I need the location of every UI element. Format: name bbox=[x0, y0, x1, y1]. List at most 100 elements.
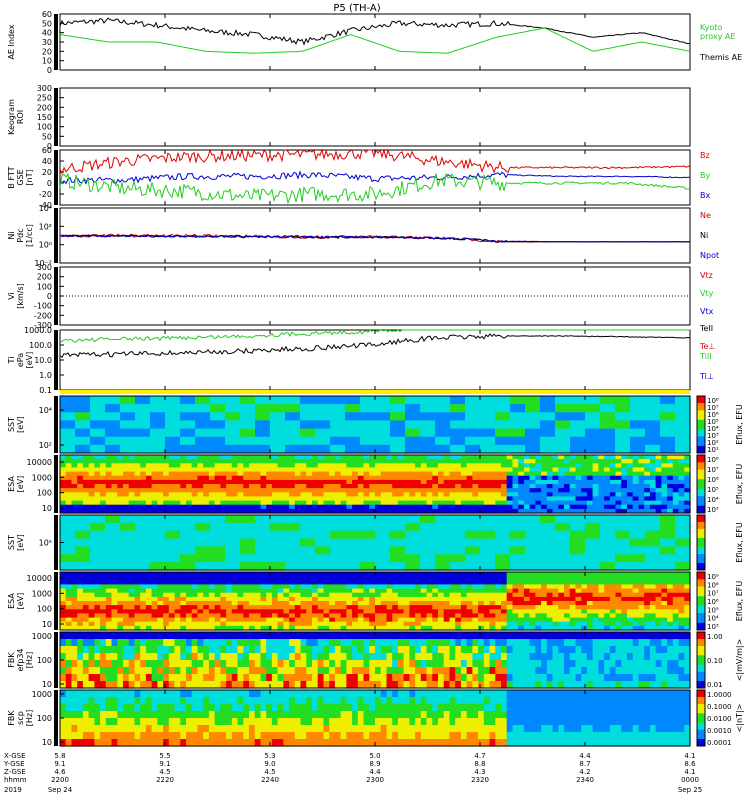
esa-ion-cell bbox=[88, 459, 95, 464]
esa-electron-cell bbox=[460, 572, 468, 577]
esa-ion-cell bbox=[123, 467, 130, 473]
sst-electron-cell bbox=[540, 554, 556, 563]
esa-electron-cell bbox=[615, 576, 622, 581]
esa-electron-cell bbox=[346, 588, 353, 594]
esa-ion-cell bbox=[684, 463, 691, 468]
esa-ion-cell bbox=[380, 475, 387, 481]
esa-ion-cell bbox=[346, 496, 353, 502]
esa-electron-cell bbox=[678, 576, 685, 581]
fbk-e-cell bbox=[569, 639, 576, 647]
esa-ion-cell bbox=[243, 455, 250, 460]
fbk-e-cell bbox=[667, 674, 674, 682]
esa-electron-cell bbox=[649, 601, 657, 606]
esa-ion-cell bbox=[312, 496, 319, 502]
sst-ion-colorbar-cell bbox=[697, 405, 705, 409]
esa-electron-cell bbox=[94, 621, 101, 627]
esa-electron-colorbar-cell bbox=[697, 584, 705, 587]
esa-electron-cell bbox=[60, 625, 67, 631]
fbk-e-cell bbox=[575, 681, 582, 689]
sst-ion-cell bbox=[255, 428, 271, 438]
esa-ion-cell bbox=[289, 455, 296, 460]
roi-ytick-label: 200 bbox=[37, 103, 52, 112]
esa-ion-cell bbox=[94, 455, 101, 460]
esa-electron-cell bbox=[123, 584, 130, 590]
esa-ion-cell bbox=[575, 467, 582, 473]
esa-electron-cell bbox=[191, 576, 198, 581]
esa-electron-cell bbox=[289, 601, 296, 606]
esa-ion-cell bbox=[558, 504, 565, 510]
esa-electron-cell bbox=[237, 592, 244, 598]
esa-electron-colorbar bbox=[697, 572, 705, 631]
esa-ion-cell bbox=[380, 488, 387, 493]
sst-electron-colorbar-cell bbox=[697, 531, 705, 534]
esa-electron-cell bbox=[369, 572, 376, 577]
esa-electron-cell bbox=[495, 576, 502, 581]
esa-electron-cell bbox=[82, 617, 90, 623]
esa-electron-cell bbox=[88, 625, 95, 631]
fbk-e-cell bbox=[94, 681, 101, 689]
esa-ion-cell bbox=[334, 488, 342, 493]
esa-ion-cell bbox=[94, 475, 101, 481]
fbk-e-cell bbox=[306, 681, 313, 689]
fbk-e-cell bbox=[334, 632, 342, 640]
esa-ion-cell bbox=[123, 500, 130, 506]
esa-electron-cell bbox=[323, 584, 330, 590]
esa-ion-cell bbox=[644, 467, 651, 473]
fbk-e-cell bbox=[546, 653, 554, 661]
esa-electron-cell bbox=[472, 576, 479, 581]
esa-ion-cell bbox=[546, 484, 554, 489]
fbk-e-cell bbox=[123, 653, 130, 661]
esa-ion-cell bbox=[655, 492, 662, 497]
esa-ion-cell bbox=[415, 471, 422, 477]
esa-electron-cell bbox=[123, 605, 130, 610]
esa-electron-cell bbox=[128, 576, 135, 581]
sst-ion-colorbar-tick: 10³ bbox=[707, 432, 719, 440]
esa-ion-cell bbox=[226, 484, 233, 489]
esa-ion-cell bbox=[598, 508, 605, 514]
esa-electron-cell bbox=[632, 596, 639, 602]
esa-ion-cell bbox=[226, 488, 233, 493]
esa-electron-cell bbox=[546, 625, 554, 631]
esa-electron-cell bbox=[140, 625, 147, 631]
esa-ion-cell bbox=[82, 496, 90, 502]
sst-electron-colorbar-cell bbox=[697, 563, 705, 566]
fbk-e-cell bbox=[88, 667, 95, 675]
esa-ion-colorbar-cell bbox=[697, 503, 705, 507]
sst-electron-cell bbox=[510, 546, 526, 555]
esa-ion-cell bbox=[128, 475, 135, 481]
esa-ion-cell bbox=[157, 492, 164, 497]
fbk-e-cell bbox=[415, 667, 422, 675]
esa-ion-cell bbox=[489, 475, 496, 481]
esa-ion-colorbar-cell bbox=[697, 467, 705, 470]
fbk-e-cell bbox=[403, 646, 410, 654]
esa-ion-cell bbox=[186, 508, 193, 514]
esa-electron-cell bbox=[552, 617, 559, 623]
sst-ion-cell bbox=[510, 436, 526, 446]
esa-ion-cell bbox=[220, 500, 227, 506]
fbk-e-cell bbox=[558, 646, 565, 654]
fbk-e-cell bbox=[609, 639, 617, 647]
esa-ion-cell bbox=[214, 455, 221, 460]
esa-ion-cell bbox=[518, 459, 525, 464]
fbk-e-cell bbox=[340, 660, 347, 668]
esa-ion-cell bbox=[334, 479, 342, 485]
esa-electron-cell bbox=[438, 588, 445, 594]
sst-ion-cell bbox=[405, 412, 421, 421]
esa-electron-cell bbox=[609, 613, 617, 619]
esa-ion-cell bbox=[392, 500, 399, 506]
esa-electron-cell bbox=[231, 592, 239, 598]
sst-ion-cell bbox=[195, 396, 211, 405]
esa-ion-cell bbox=[558, 475, 565, 481]
esa-ion-cell bbox=[329, 467, 336, 473]
esa-ion-cell bbox=[237, 467, 244, 473]
fbk-e-cell bbox=[174, 674, 181, 682]
esa-ion-cell bbox=[672, 504, 680, 510]
esa-ion-cell bbox=[300, 488, 307, 493]
sst-ion-cell bbox=[600, 444, 616, 454]
fbk-e-cell bbox=[65, 646, 72, 654]
esa-ion-cell bbox=[552, 463, 559, 468]
esa-ion-cell bbox=[60, 488, 67, 493]
esa-electron-cell bbox=[380, 617, 387, 623]
fbk-e-cell bbox=[375, 667, 382, 675]
esa-ion-cell bbox=[111, 488, 118, 493]
